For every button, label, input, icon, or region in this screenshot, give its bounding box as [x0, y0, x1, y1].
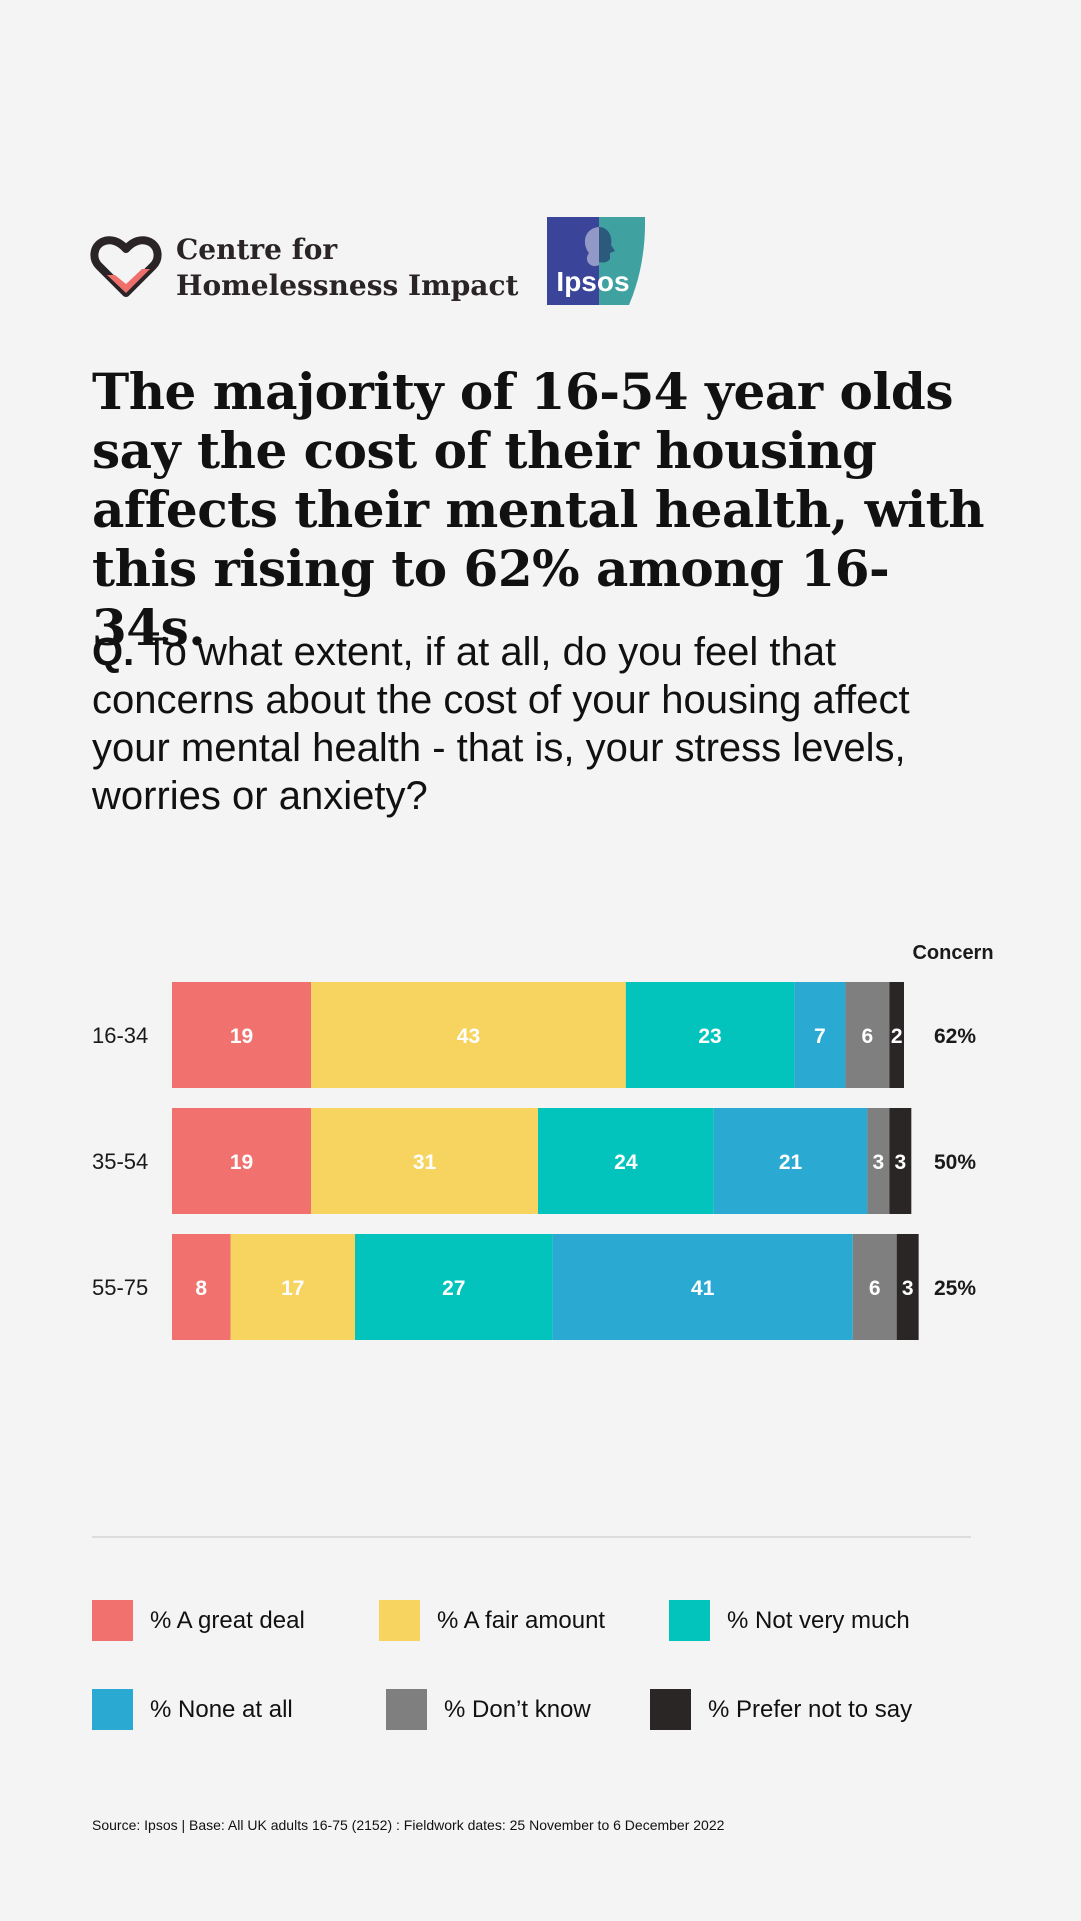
concern-header: Concern — [912, 942, 993, 964]
legend-label: % Prefer not to say — [708, 1695, 913, 1723]
chi-wordmark: Centre for Homelessness Impact — [176, 232, 518, 304]
bar-segment — [311, 1108, 538, 1214]
legend-item: % Don’t know — [386, 1689, 591, 1730]
bar-segment — [889, 1108, 912, 1214]
legend-swatch — [669, 1600, 710, 1641]
legend-swatch — [92, 1600, 133, 1641]
concern-value: 62% — [934, 1025, 976, 1048]
ipsos-logo: Ipsos — [547, 217, 645, 305]
bar-segment — [852, 1234, 897, 1340]
source-note: Source: Ipsos | Base: All UK adults 16-7… — [92, 1817, 725, 1833]
data-label: 19 — [230, 1151, 253, 1174]
category-label: 55-75 — [92, 1275, 148, 1300]
question-text: To what extent, if at all, do you feel t… — [92, 630, 910, 818]
legend-label: % Don’t know — [444, 1695, 591, 1723]
data-label: 41 — [691, 1277, 715, 1300]
divider — [92, 1536, 971, 1538]
category-label: 16-34 — [92, 1023, 148, 1048]
bar-segment — [311, 982, 626, 1088]
legend-swatch — [379, 1600, 420, 1641]
headline: The majority of 16-54 year olds say the … — [92, 362, 985, 657]
data-label: 27 — [442, 1277, 465, 1300]
legend-swatch — [650, 1689, 691, 1730]
legend-label: % Not very much — [727, 1606, 910, 1634]
ipsos-wordmark: Ipsos — [556, 266, 629, 297]
legend-swatch — [92, 1689, 133, 1730]
data-label: 7 — [814, 1025, 826, 1048]
legend-item: % A great deal — [92, 1600, 305, 1641]
bar-segment — [896, 1234, 919, 1340]
data-label: 24 — [614, 1151, 638, 1174]
data-label: 23 — [698, 1025, 721, 1048]
legend-label: % A great deal — [150, 1606, 305, 1634]
bar-segment — [355, 1234, 553, 1340]
legend-swatch — [386, 1689, 427, 1730]
data-label: 21 — [779, 1151, 803, 1174]
data-label: 6 — [862, 1025, 874, 1048]
data-label: 8 — [195, 1277, 207, 1300]
chi-line-2: Homelessness Impact — [176, 269, 519, 302]
question: Q. To what extent, if at all, do you fee… — [92, 628, 952, 820]
chi-logo: Centre for Homelessness Impact — [90, 232, 518, 304]
data-label: 3 — [902, 1277, 914, 1300]
bar-segment — [172, 982, 312, 1088]
bar-segment — [867, 1108, 890, 1214]
bar-segment — [794, 982, 846, 1088]
legend-item: % Not very much — [669, 1600, 910, 1641]
concern-value: 50% — [934, 1151, 976, 1174]
bar-segment — [538, 1108, 714, 1214]
bar-segment — [230, 1234, 355, 1340]
bar-segment — [713, 1108, 868, 1214]
chi-line-1: Centre for — [176, 233, 338, 266]
bar-segment — [552, 1234, 853, 1340]
data-label: 31 — [413, 1151, 437, 1174]
heart-check-icon — [90, 236, 162, 297]
bar-segment — [889, 982, 904, 1088]
data-label: 3 — [873, 1151, 885, 1174]
legend-item: % Prefer not to say — [650, 1689, 912, 1730]
legend-item: % A fair amount — [379, 1600, 605, 1641]
legend-item: % None at all — [92, 1689, 293, 1730]
data-label: 2 — [891, 1025, 903, 1048]
data-label: 43 — [457, 1025, 480, 1048]
bar-segment — [172, 1108, 312, 1214]
data-label: 17 — [281, 1277, 304, 1300]
data-label: 3 — [894, 1151, 906, 1174]
legend-label: % A fair amount — [437, 1606, 606, 1634]
bar-segment — [172, 1234, 231, 1340]
category-label: 35-54 — [92, 1149, 148, 1174]
concern-value: 25% — [934, 1277, 976, 1300]
data-label: 6 — [869, 1277, 881, 1300]
question-prefix: Q. — [92, 630, 135, 674]
legend-label: % None at all — [150, 1695, 293, 1723]
data-label: 19 — [230, 1025, 253, 1048]
bar-segment — [625, 982, 795, 1088]
bar-segment — [845, 982, 890, 1088]
